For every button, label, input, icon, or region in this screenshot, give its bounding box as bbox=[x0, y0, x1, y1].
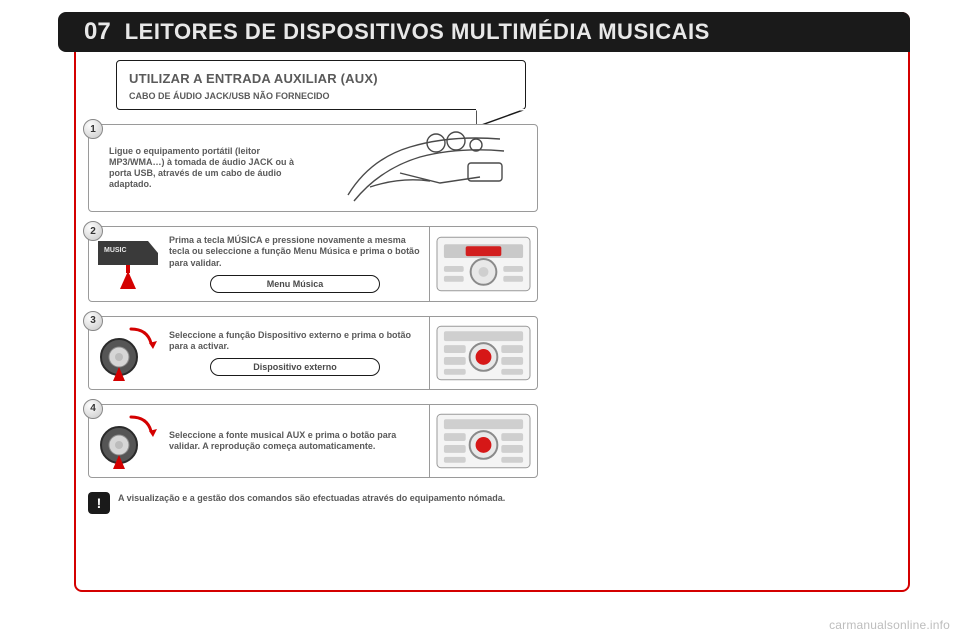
step-4-panel bbox=[429, 405, 537, 477]
step-2-icon-col: MUSIC bbox=[89, 227, 167, 301]
step-2-text: Prima a tecla MÚSICA e pressione novamen… bbox=[169, 235, 421, 269]
step-1-text-col: Ligue o equipamento portátil (leitor MP3… bbox=[89, 125, 319, 211]
callout-box: UTILIZAR A ENTRADA AUXILIAR (AUX) CABO D… bbox=[116, 60, 526, 110]
music-button-icon: MUSIC bbox=[96, 235, 160, 293]
callout-title: UTILIZAR A ENTRADA AUXILIAR (AUX) bbox=[129, 71, 513, 86]
step-number-badge: 4 bbox=[83, 399, 103, 419]
jack-port-sketch-icon bbox=[340, 129, 510, 207]
step-3-panel bbox=[429, 317, 537, 389]
radio-panel-dial-icon bbox=[436, 325, 531, 381]
step-number-badge: 1 bbox=[83, 119, 103, 139]
dial-press-icon bbox=[95, 411, 161, 471]
step-3: 3 Seleccione a função Dispositivo extern… bbox=[88, 316, 538, 390]
info-text: A visualização e a gestão dos comandos s… bbox=[118, 492, 505, 504]
step-3-icon-col bbox=[89, 317, 167, 389]
dial-press-icon bbox=[95, 323, 161, 383]
step-4-text-col: Seleccione a fonte musical AUX e prima o… bbox=[167, 405, 429, 477]
title-bar: 07 LEITORES DE DISPOSITIVOS MULTIMÉDIA M… bbox=[74, 12, 910, 52]
step-4-icon-col bbox=[89, 405, 167, 477]
step-1-sketch bbox=[319, 125, 537, 211]
up-arrow-icon bbox=[120, 271, 136, 289]
radio-panel-icon bbox=[436, 236, 531, 292]
step-1-text: Ligue o equipamento portátil (leitor MP3… bbox=[109, 146, 313, 191]
step-3-text-col: Seleccione a função Dispositivo externo … bbox=[167, 317, 429, 389]
step-2-panel bbox=[429, 227, 537, 301]
section-number: 07 bbox=[74, 18, 125, 46]
step-3-text: Seleccione a função Dispositivo externo … bbox=[169, 330, 421, 353]
menu-pill: Dispositivo externo bbox=[210, 358, 380, 376]
step-2-text-col: Prima a tecla MÚSICA e pressione novamen… bbox=[167, 227, 429, 301]
page: 07 LEITORES DE DISPOSITIVOS MULTIMÉDIA M… bbox=[0, 0, 960, 640]
step-number-badge: 3 bbox=[83, 311, 103, 331]
step-1: 1 Ligue o equipamento portátil (leitor M… bbox=[88, 124, 538, 212]
page-title: LEITORES DE DISPOSITIVOS MULTIMÉDIA MUSI… bbox=[125, 19, 710, 45]
music-button-label: MUSIC bbox=[104, 247, 127, 254]
menu-pill: Menu Música bbox=[210, 275, 380, 293]
watermark: carmanualsonline.info bbox=[829, 618, 950, 632]
step-4: 4 Seleccione a fonte musical AUX e prima… bbox=[88, 404, 538, 478]
callout-subtitle: CABO DE ÁUDIO JACK/USB NÃO FORNECIDO bbox=[129, 91, 513, 101]
radio-panel-dial-icon bbox=[436, 413, 531, 469]
step-4-text: Seleccione a fonte musical AUX e prima o… bbox=[169, 430, 421, 453]
info-row: ! A visualização e a gestão dos comandos… bbox=[88, 492, 538, 514]
content-column: UTILIZAR A ENTRADA AUXILIAR (AUX) CABO D… bbox=[88, 60, 538, 514]
step-number-badge: 2 bbox=[83, 221, 103, 241]
step-2: 2 MUSIC Prima a tecla MÚSICA e pressione… bbox=[88, 226, 538, 302]
warning-badge-icon: ! bbox=[88, 492, 110, 514]
